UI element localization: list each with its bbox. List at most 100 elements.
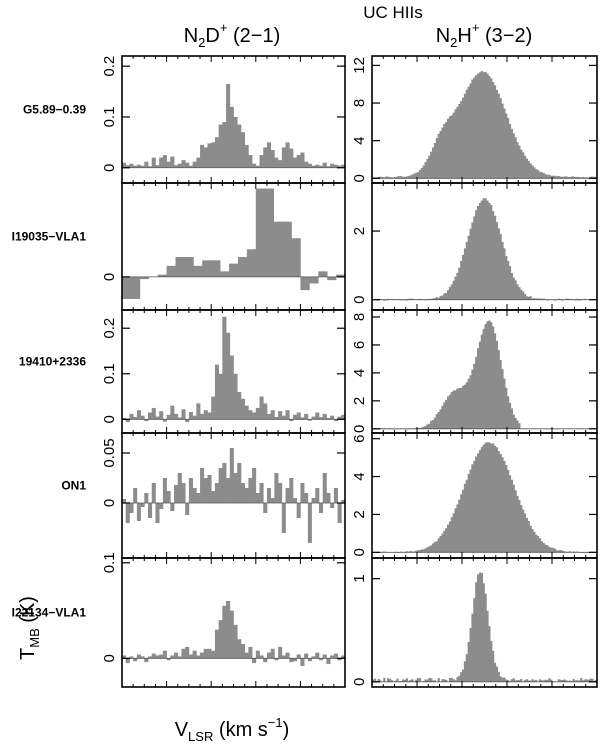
spectrum-bar [405, 551, 408, 553]
spectrum-bar [229, 106, 234, 168]
spectrum-bar [510, 479, 513, 553]
spectrum-panel: 0 4 8 12 [351, 55, 598, 184]
spectrum-bar [452, 679, 455, 682]
spectrum-bar [237, 392, 242, 420]
spectrum-bar [516, 420, 519, 429]
spectrum-bar [170, 156, 175, 168]
y-tick-label: 1 [351, 574, 368, 582]
spectrum-bar [490, 205, 493, 300]
spectrum-bar [237, 124, 242, 168]
spectrum-bar [488, 75, 491, 179]
spectrum-bar [508, 402, 512, 429]
spectrum-bar [192, 650, 197, 659]
spectrum-bar [333, 164, 338, 168]
spectrum-bar [188, 412, 193, 420]
spectrum-bar [432, 543, 435, 553]
spectrum-bar [415, 550, 418, 553]
spectrum-bar [229, 448, 234, 503]
spectrum-bar [304, 161, 309, 168]
spectrum-bar [589, 176, 592, 179]
spectrum-bar [237, 256, 248, 277]
spectrum-bar [559, 679, 562, 682]
spectrum-bar [467, 473, 470, 553]
spectrum-bar [450, 391, 453, 429]
spectrum-bar [493, 445, 497, 553]
spectrum-bar [565, 298, 568, 300]
spectrum-bar [222, 463, 227, 503]
spectrum-bar [533, 298, 536, 300]
spectrum-bar [501, 103, 504, 179]
y-tick-label: 6 [351, 341, 368, 349]
spectrum-bar [259, 655, 264, 659]
spectrum-bar [400, 680, 403, 682]
spectrum-bar [548, 546, 551, 553]
spectrum-bar [467, 235, 470, 300]
spectrum-bar [471, 464, 474, 553]
spectrum-bar [263, 658, 268, 663]
spectrum-bar [510, 408, 513, 429]
spectrum-panel: 02 [351, 182, 598, 311]
spectrum-bar [211, 142, 216, 168]
spectrum-bar [307, 163, 312, 168]
spectrum-bar [281, 655, 286, 659]
spectrum-bar [568, 551, 572, 553]
spectrum-bar [525, 296, 528, 300]
spectrum-bar [125, 658, 130, 664]
spectrum-bar [546, 299, 549, 301]
spectrum-bar [514, 280, 517, 300]
spectrum-bar [484, 593, 487, 682]
spectrum-bar [166, 491, 171, 503]
spectrum-bar [433, 680, 437, 682]
spectrum-bar [583, 298, 587, 300]
spectrum-bar [512, 484, 515, 553]
spectrum-bar [490, 641, 493, 682]
spectrum-bar [572, 176, 575, 179]
spectrum-bar [510, 128, 513, 179]
spectra-panels: 00.10.20481200200.10.20246800.05024600.1… [101, 55, 598, 688]
spectrum-bar [300, 658, 305, 666]
spectrum-bar [447, 396, 450, 429]
spectrum-bar [300, 417, 305, 420]
spectrum-bar [437, 538, 440, 553]
spectrum-bar [443, 530, 446, 553]
spectrum-bar [218, 620, 223, 659]
spectrum-bar [475, 456, 478, 553]
spectrum-bar [330, 415, 335, 420]
spectrum-bar [437, 411, 440, 429]
y-tick-label: 6 [351, 435, 368, 443]
spectrum-bar [493, 333, 497, 429]
spectrum-bar [409, 175, 412, 179]
spectrum-bar [327, 276, 337, 281]
spectrum-bar [499, 98, 502, 179]
spectrum-bar [270, 149, 275, 168]
y-tick-label: 0 [101, 164, 118, 172]
spectrum-bar [492, 326, 495, 429]
spectrum-bar [270, 648, 275, 659]
spectrum-bar [196, 157, 201, 168]
y-tick-label: 2 [351, 397, 368, 405]
spectrum-bar [428, 678, 431, 682]
spectrum-bar [148, 166, 153, 168]
spectrum-bar [544, 679, 547, 682]
spectrum-bar [218, 124, 223, 168]
spectrum-bar [185, 419, 190, 423]
spectrum-bar [516, 142, 519, 179]
spectrum-bar [578, 680, 581, 682]
spectrum-bar [413, 173, 416, 179]
spectrum-bar [222, 122, 227, 168]
spectrum-bar [122, 499, 127, 503]
spectrum-bar [211, 260, 221, 277]
spectrum-bar [576, 298, 579, 300]
spectrum-bar [507, 118, 510, 179]
spectrum-bar [433, 298, 437, 300]
spectrum-bar [418, 678, 422, 682]
spectrum-bar [218, 468, 223, 503]
spectrum-bar [518, 680, 521, 682]
spectrum-panel: 00.1 [101, 552, 346, 688]
spectrum-bar [574, 680, 577, 682]
figure-suptitle: UC HIIs [363, 3, 423, 22]
spectrum-bar [561, 299, 564, 301]
spectrum-bar [188, 478, 193, 503]
spectrum-bar [488, 202, 491, 300]
spectrum-bar [448, 521, 452, 553]
